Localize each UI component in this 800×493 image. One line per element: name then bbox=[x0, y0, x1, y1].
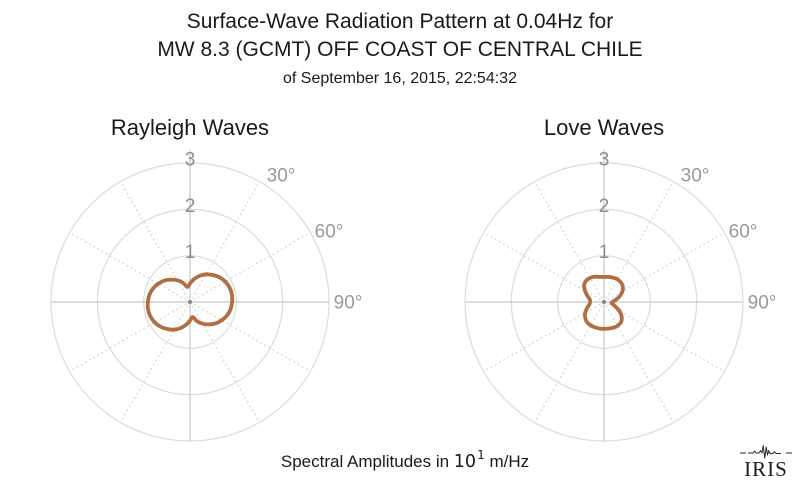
figure-subtitle: of September 16, 2015, 22:54:32 bbox=[283, 70, 517, 87]
grid-spoke-dotted-150 bbox=[603, 301, 675, 424]
grid-spoke-dotted-210 bbox=[119, 301, 191, 424]
iris-logo-text: IRIS bbox=[744, 457, 788, 481]
love-plot-title: Love Waves bbox=[543, 115, 665, 140]
love-polar-plot: 1 2 3 30° 60° 90° bbox=[464, 150, 777, 442]
rayleigh-plot-title: Rayleigh Waves bbox=[110, 115, 270, 140]
caption-suffix: m/Hz bbox=[484, 451, 530, 471]
grid-spoke-dotted-60 bbox=[189, 231, 312, 303]
angle-label-60: 60° bbox=[315, 222, 344, 243]
grid-spoke-dotted-330 bbox=[119, 180, 191, 303]
r-tick-label-3: 3 bbox=[599, 150, 610, 171]
angle-label-30: 30° bbox=[267, 166, 296, 187]
angle-label-90: 90° bbox=[334, 293, 363, 314]
grid-spoke-dotted-300 bbox=[68, 231, 191, 303]
rayleigh-polar-plot: 1 2 3 30° 60° 90° bbox=[50, 150, 363, 442]
amplitude-caption: Spectral Amplitudes in 101 m/Hz bbox=[0, 448, 800, 472]
r-tick-label-1: 1 bbox=[599, 242, 610, 263]
love-curve bbox=[582, 274, 625, 331]
caption-exponent: 1 bbox=[477, 448, 485, 462]
grid-spoke-dotted-150 bbox=[189, 301, 261, 424]
r-tick-label-2: 2 bbox=[599, 196, 610, 217]
r-tick-label-1: 1 bbox=[185, 242, 196, 263]
grid-spoke-dotted-60 bbox=[603, 231, 726, 303]
center-dot bbox=[601, 299, 607, 305]
grid-spoke-dotted-210 bbox=[533, 301, 605, 424]
grid-spoke-dotted-240 bbox=[68, 301, 191, 373]
iris-logo: IRIS bbox=[737, 444, 795, 481]
grid-spoke-dotted-120 bbox=[189, 301, 312, 373]
figure-title-line1: Surface-Wave Radiation Pattern at 0.04Hz… bbox=[186, 10, 614, 33]
angle-label-90: 90° bbox=[748, 293, 777, 314]
angle-label-60: 60° bbox=[729, 222, 758, 243]
angle-label-30: 30° bbox=[681, 166, 710, 187]
caption-base: 10 bbox=[453, 451, 477, 472]
grid-spoke-dotted-30 bbox=[189, 180, 261, 303]
rayleigh-curve bbox=[145, 272, 235, 332]
figure-title-line2: MW 8.3 (GCMT) OFF COAST OF CENTRAL CHILE bbox=[157, 38, 643, 61]
caption-power: 101 bbox=[453, 448, 485, 472]
r-tick-label-2: 2 bbox=[185, 196, 196, 217]
caption-prefix: Spectral Amplitudes in bbox=[280, 451, 454, 471]
r-tick-label-3: 3 bbox=[185, 150, 196, 171]
grid-spoke-dotted-30 bbox=[603, 180, 675, 303]
grid-spoke-dotted-120 bbox=[603, 301, 726, 373]
grid-spoke-dotted-330 bbox=[533, 180, 605, 303]
seismogram-icon bbox=[740, 445, 792, 459]
center-dot bbox=[187, 299, 193, 305]
grid-spoke-dotted-240 bbox=[482, 301, 605, 373]
grid-spoke-dotted-300 bbox=[482, 231, 605, 303]
